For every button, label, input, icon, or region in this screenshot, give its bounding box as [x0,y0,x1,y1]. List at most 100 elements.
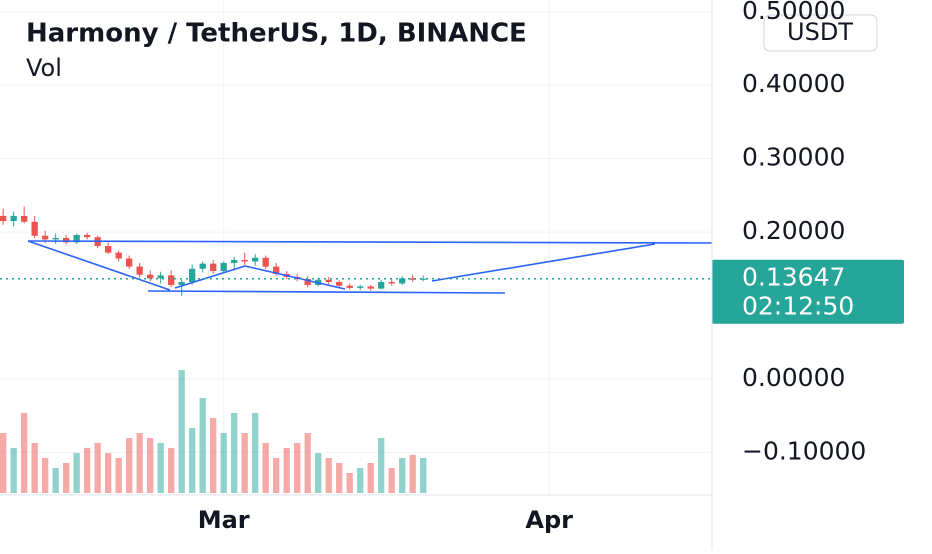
volume-bar [168,448,175,493]
candle-body [210,263,217,272]
currency-button[interactable] [763,14,878,52]
volume-bar [136,433,143,493]
volume-bar [189,428,196,493]
candle-body [84,235,91,238]
volume-bar [283,448,290,493]
candle-body [357,286,364,288]
volume-bar [378,438,385,493]
volume-bar [63,463,70,493]
candle-body [304,279,311,285]
volume-bar [0,433,7,493]
candle-body [399,278,406,284]
candle-body [178,282,185,285]
volume-bar [294,443,301,493]
volume-bar [157,443,164,493]
y-tick-label: −0.10000 [742,436,866,465]
trend-line [431,243,656,282]
candle-body [21,215,28,222]
candle-body [420,278,427,280]
trend-line [147,290,506,294]
x-tick-label: Apr [525,506,573,534]
volume-bar [199,398,206,493]
y-tick-label: 0.00000 [742,363,845,392]
trend-line [244,265,346,290]
volume-bar [325,458,332,493]
currency-button-label[interactable]: USDT [787,18,853,46]
candle-body [388,282,395,284]
trend-line [174,265,246,289]
countdown-label: 02:12:50 [742,292,854,321]
volume-bar [336,463,343,493]
volume-bar [273,458,280,493]
volume-bar [220,433,227,493]
symbol-title: Harmony / TetherUS, 1D, BINANCE [26,19,527,49]
volume-bar [252,413,259,493]
candle-body [346,285,353,288]
volume-pane [0,370,427,493]
volume-bar [367,463,374,493]
candle-body [73,235,80,243]
volume-bar [21,413,28,493]
trend-line [27,240,171,291]
candle-body [42,235,49,240]
volume-bar [52,468,59,493]
candle-body [31,221,38,236]
volume-bar [73,453,80,493]
candle-body [262,257,269,267]
volume-bar [94,443,101,493]
candle-body [105,246,112,253]
y-tick-label: 0.30000 [742,143,845,172]
volume-bar [241,433,248,493]
candle-body [325,279,332,283]
volume-bar [147,438,154,493]
candle-body [252,257,259,262]
last-price-box [712,259,904,324]
candle-body [136,266,143,275]
candle-body [115,252,122,259]
candle-body [409,278,416,280]
candle-body [168,275,175,285]
y-tick-label: 0.50000 [742,0,845,25]
candle-body [220,262,227,272]
last-price-label: 0.13647 [742,263,845,292]
candle-body [273,266,280,274]
volume-bar [388,468,395,493]
candle-body [157,275,164,279]
volume-bar [304,433,311,493]
grid [0,0,712,495]
volume-bar [262,443,269,493]
volume-bar [84,448,91,493]
volume-bar [126,438,133,493]
candle-body [147,274,154,279]
volume-bar [105,453,112,493]
candle-body [189,268,196,283]
y-tick-label: 0.20000 [742,216,845,245]
volume-bar [420,458,427,493]
volume-label: Vol [26,54,62,82]
volume-bar [399,458,406,493]
candle-body [199,263,206,269]
x-tick-label: Mar [198,506,250,534]
volume-bar [210,418,217,493]
candle-body [231,259,238,263]
trend-line [27,240,713,244]
volume-bar [315,453,322,493]
volume-bar [10,448,17,493]
volume-bar [231,413,238,493]
candle-body [378,282,385,289]
volume-bar [178,370,185,493]
candle-body [126,258,133,267]
candle-body [52,237,59,240]
volume-bar [357,468,364,493]
volume-bar [115,458,122,493]
candle-body [367,286,374,289]
candle-body [241,259,248,262]
candle-body [0,215,7,222]
candle-body [63,237,70,243]
volume-bar [42,458,49,493]
y-tick-label: 0.40000 [742,69,845,98]
volume-bar [31,443,38,493]
volume-bar [346,473,353,493]
